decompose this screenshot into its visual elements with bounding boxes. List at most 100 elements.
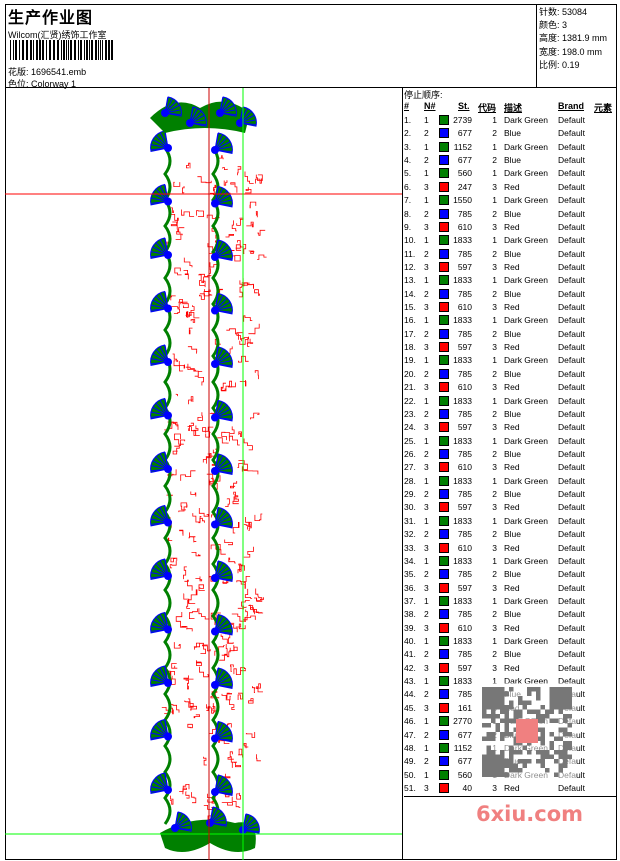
row-needle: 2 (424, 649, 429, 660)
row-stitches: 785 (457, 248, 472, 259)
row-code: 3 (492, 502, 497, 513)
design-height: 高度: 1381.9 mm (539, 33, 608, 44)
row-brand: Default (558, 248, 585, 259)
design-preview[interactable] (5, 88, 403, 860)
row-stitches: 785 (457, 368, 472, 379)
row-number: 1. (404, 115, 412, 125)
qr-module (563, 705, 568, 710)
row-number: 41. (404, 649, 416, 660)
qr-module (482, 687, 487, 692)
qr-module (513, 741, 518, 746)
qr-module (558, 700, 563, 705)
qr-module (563, 718, 568, 723)
qr-module (540, 741, 545, 746)
qr-module (567, 687, 572, 692)
table-row: 20. 2 785 2 Blue Default (404, 368, 617, 381)
row-description: Blue (504, 529, 522, 540)
row-brand: Default (558, 382, 585, 393)
qr-module (491, 718, 496, 723)
row-description: Red (504, 261, 520, 272)
color-swatch (439, 502, 449, 513)
qr-module (563, 763, 568, 768)
color-swatch (439, 382, 449, 393)
qr-module (500, 718, 505, 723)
row-number: 8. (404, 208, 412, 219)
row-code: 3 (492, 221, 497, 232)
color-swatch (439, 168, 449, 179)
color-swatch (439, 702, 449, 713)
row-number: 29. (404, 489, 416, 500)
qr-module (536, 687, 541, 692)
row-needle: 2 (424, 756, 429, 767)
leaf-fan (150, 504, 172, 527)
row-stitches: 560 (457, 769, 472, 780)
row-brand: Default (558, 302, 585, 313)
barcode-bar (95, 40, 97, 60)
barcode-bar (105, 40, 107, 60)
row-needle: 2 (424, 609, 429, 620)
row-stitches: 785 (457, 408, 472, 419)
row-stitches: 610 (457, 302, 472, 313)
color-swatch (439, 742, 449, 753)
row-brand: Default (558, 235, 585, 246)
row-number: 35. (404, 569, 416, 580)
row-code: 3 (492, 582, 497, 593)
file-value: 1696541.emb (31, 67, 87, 77)
table-row: 23. 2 785 2 Blue Default (404, 408, 617, 421)
qr-module (509, 700, 514, 705)
qr-module (495, 691, 500, 696)
row-brand: Default (558, 221, 585, 232)
qr-module (527, 759, 532, 764)
row-needle: 2 (424, 569, 429, 580)
barcode-bar (111, 40, 113, 60)
row-needle: 3 (424, 542, 429, 553)
barcode (10, 40, 125, 60)
row-number: 49. (404, 756, 416, 767)
qr-module (491, 736, 496, 741)
qr-module (567, 691, 572, 696)
row-needle: 2 (424, 489, 429, 500)
color-swatch (439, 569, 449, 580)
row-brand: Default (558, 662, 585, 673)
barcode-bar (46, 40, 47, 60)
table-row: 32. 2 785 2 Blue Default (404, 528, 617, 541)
leaf-fan (150, 558, 172, 580)
row-stitches: 597 (457, 261, 472, 272)
qr-module (486, 723, 491, 728)
qr-module (567, 732, 572, 737)
row-brand: Default (558, 555, 585, 566)
leaf-fan (211, 346, 233, 368)
qr-module (500, 763, 505, 768)
qr-module (518, 768, 523, 773)
row-number: 31. (404, 515, 416, 526)
qr-module (500, 768, 505, 773)
qr-module (504, 714, 509, 719)
leaf-fan (211, 506, 233, 529)
qr-module (558, 763, 563, 768)
qr-module (495, 772, 500, 777)
row-number: 25. (404, 435, 416, 446)
row-needle: 2 (424, 328, 429, 339)
qr-module (567, 754, 572, 759)
color-swatch (439, 622, 449, 633)
row-description: Red (504, 382, 520, 393)
row-needle: 3 (424, 382, 429, 393)
qr-module (491, 772, 496, 777)
row-brand: Default (558, 569, 585, 580)
row-stitches: 1833 (453, 595, 472, 606)
row-description: Blue (504, 128, 522, 139)
leaf-fan (211, 399, 233, 422)
row-brand: Default (558, 462, 585, 473)
qr-module (531, 687, 536, 692)
row-brand: Default (558, 595, 585, 606)
qr-module (482, 768, 487, 773)
row-brand: Default (558, 355, 585, 366)
row-needle: 3 (424, 302, 429, 313)
qr-module (554, 687, 559, 692)
qr-module (540, 714, 545, 719)
barcode-bar (84, 40, 85, 60)
qr-module (513, 718, 518, 723)
qr-module (486, 772, 491, 777)
leaf-fan (211, 239, 233, 261)
qr-module (540, 705, 545, 710)
